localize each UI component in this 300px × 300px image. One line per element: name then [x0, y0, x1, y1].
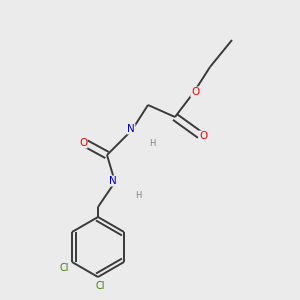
Text: Cl: Cl	[59, 263, 69, 273]
Text: Cl: Cl	[95, 281, 105, 291]
Text: O: O	[79, 138, 87, 148]
Text: O: O	[191, 87, 199, 97]
Text: H: H	[135, 190, 141, 200]
Text: N: N	[127, 124, 135, 134]
Text: H: H	[149, 139, 155, 148]
Text: N: N	[109, 176, 117, 186]
Text: O: O	[199, 131, 207, 141]
